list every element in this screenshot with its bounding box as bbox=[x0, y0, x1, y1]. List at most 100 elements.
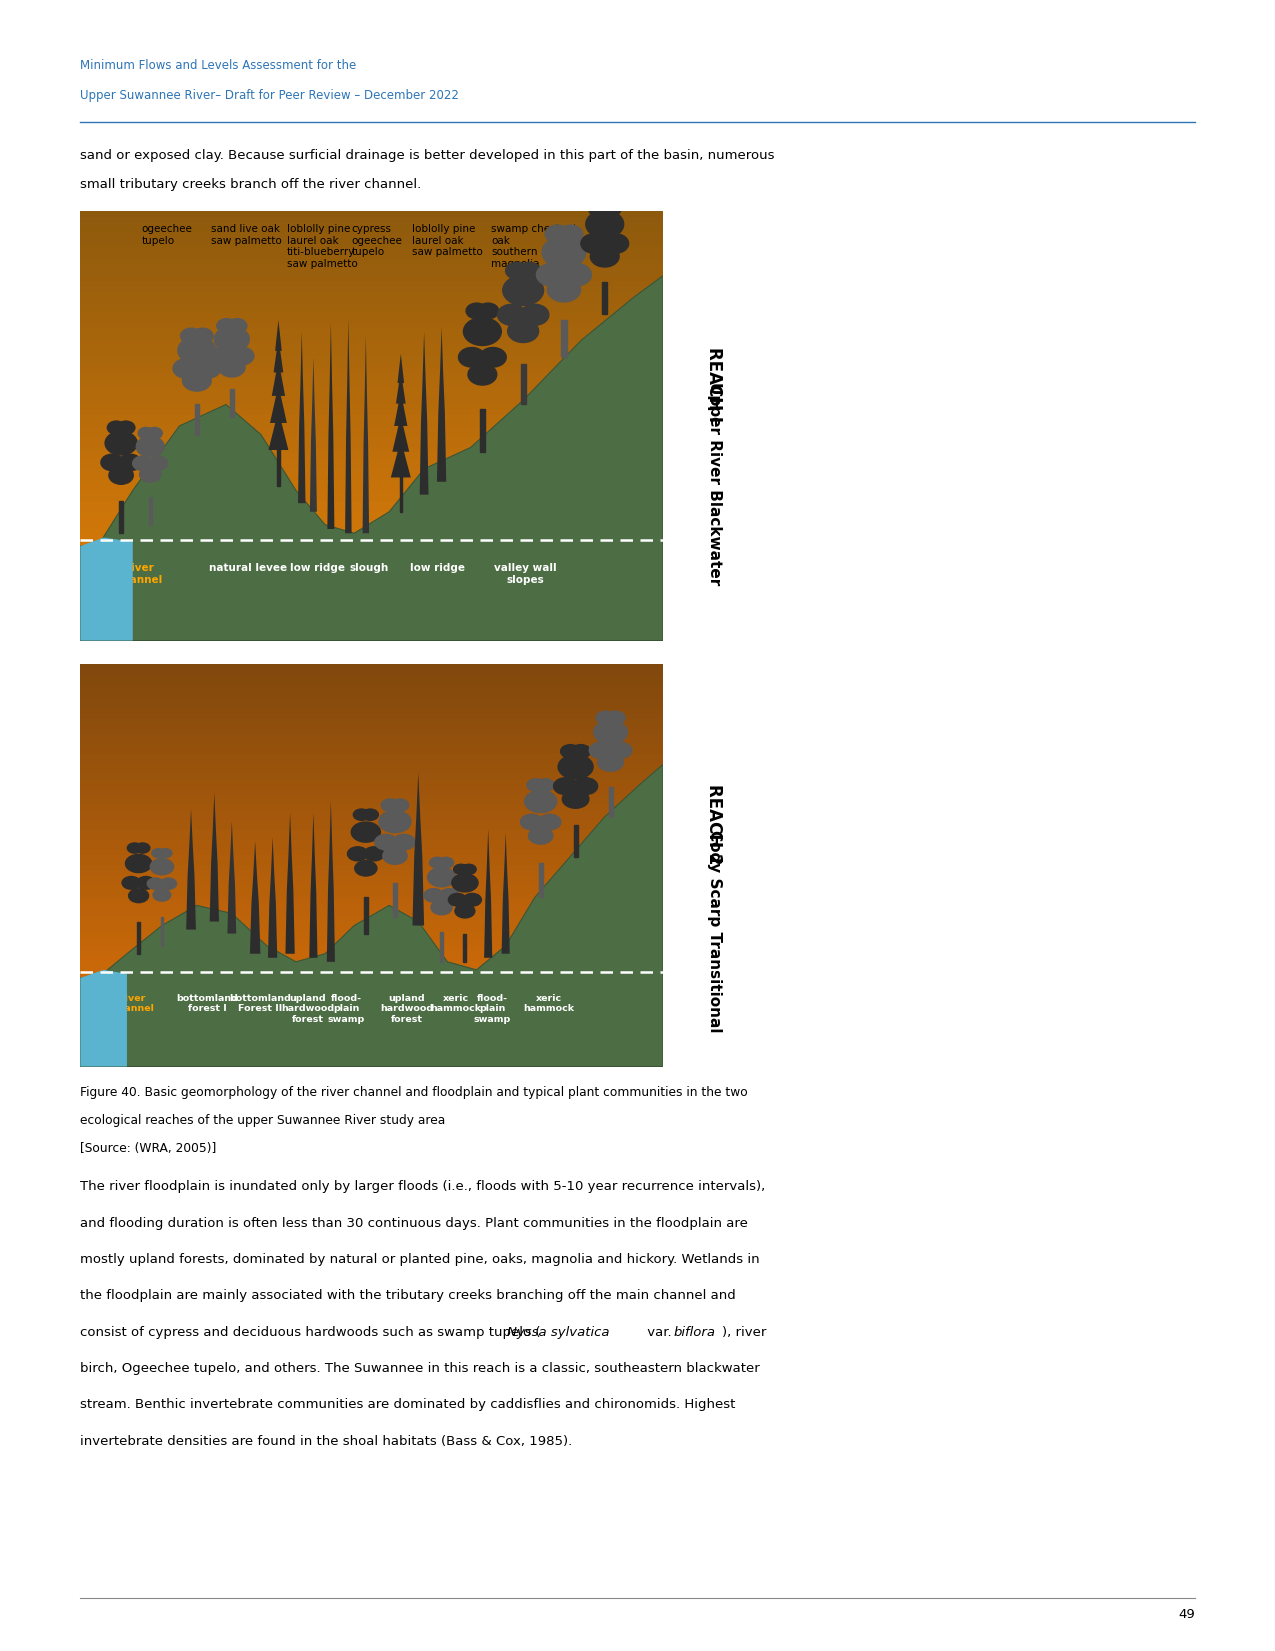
Bar bbox=[80, 555, 663, 560]
Text: loblolly pine
laurel oak
saw palmetto: loblolly pine laurel oak saw palmetto bbox=[412, 225, 483, 258]
Text: sand or exposed clay. Because surficial drainage is better developed in this par: sand or exposed clay. Because surficial … bbox=[80, 149, 775, 162]
Text: mostly upland forests, dominated by natural or planted pine, oaks, magnolia and : mostly upland forests, dominated by natu… bbox=[80, 1253, 760, 1266]
Bar bbox=[80, 507, 663, 512]
Polygon shape bbox=[275, 320, 282, 350]
Bar bbox=[80, 603, 663, 609]
Bar bbox=[80, 830, 663, 835]
Text: low ridge: low ridge bbox=[409, 563, 464, 573]
Polygon shape bbox=[394, 391, 408, 426]
Text: river
channel: river channel bbox=[116, 563, 163, 584]
Bar bbox=[80, 452, 663, 457]
Bar bbox=[80, 850, 663, 855]
Bar bbox=[80, 759, 663, 764]
Bar bbox=[561, 320, 566, 357]
Bar bbox=[80, 821, 663, 826]
Bar bbox=[136, 921, 140, 954]
Text: birch, Ogeechee tupelo, and others. The Suwannee in this reach is a classic, sou: birch, Ogeechee tupelo, and others. The … bbox=[80, 1362, 760, 1375]
Circle shape bbox=[194, 358, 221, 378]
Bar bbox=[80, 512, 663, 517]
Circle shape bbox=[179, 337, 215, 365]
Bar bbox=[80, 223, 663, 228]
Circle shape bbox=[150, 859, 173, 875]
Text: bottomland
Forest II: bottomland Forest II bbox=[230, 994, 291, 1014]
Polygon shape bbox=[268, 837, 277, 958]
Bar bbox=[80, 971, 663, 976]
Circle shape bbox=[159, 849, 172, 859]
Bar bbox=[80, 1062, 663, 1067]
Polygon shape bbox=[310, 812, 317, 958]
Bar bbox=[80, 636, 663, 641]
Bar bbox=[80, 447, 663, 452]
Bar bbox=[80, 624, 663, 631]
Circle shape bbox=[463, 893, 482, 906]
Bar bbox=[80, 340, 663, 345]
Bar bbox=[80, 373, 663, 378]
Circle shape bbox=[542, 236, 585, 267]
Bar bbox=[80, 378, 663, 383]
Bar bbox=[80, 740, 663, 745]
Bar bbox=[80, 981, 663, 986]
Bar bbox=[80, 459, 663, 464]
Bar bbox=[80, 895, 663, 900]
Bar bbox=[80, 684, 663, 688]
Bar bbox=[80, 1052, 663, 1057]
Bar bbox=[80, 474, 663, 480]
Circle shape bbox=[462, 863, 476, 875]
Circle shape bbox=[527, 779, 544, 791]
Bar bbox=[80, 693, 663, 698]
Bar bbox=[80, 538, 663, 545]
Bar bbox=[80, 517, 663, 522]
Bar bbox=[80, 679, 663, 684]
Text: REACH I: REACH I bbox=[705, 347, 723, 423]
Bar bbox=[80, 865, 663, 870]
Bar bbox=[80, 244, 663, 249]
Circle shape bbox=[497, 304, 527, 325]
Circle shape bbox=[138, 428, 154, 439]
Circle shape bbox=[467, 304, 487, 319]
Bar bbox=[80, 880, 663, 885]
Circle shape bbox=[153, 888, 171, 901]
Bar bbox=[80, 588, 663, 593]
Text: cypress
ogeechee
tupelo: cypress ogeechee tupelo bbox=[352, 225, 402, 258]
Circle shape bbox=[136, 436, 164, 457]
Bar bbox=[80, 352, 663, 357]
Bar bbox=[80, 977, 663, 1067]
Circle shape bbox=[214, 327, 250, 352]
Bar bbox=[80, 951, 663, 956]
Text: small tributary creeks branch off the river channel.: small tributary creeks branch off the ri… bbox=[80, 178, 422, 192]
Bar bbox=[80, 490, 663, 495]
Text: consist of cypress and deciduous hardwoods such as swamp tupelo (: consist of cypress and deciduous hardwoo… bbox=[80, 1326, 541, 1339]
Circle shape bbox=[148, 456, 168, 471]
Bar bbox=[80, 480, 663, 485]
Bar bbox=[80, 900, 663, 905]
Text: natural levee: natural levee bbox=[209, 563, 287, 573]
Bar bbox=[80, 720, 663, 725]
Bar bbox=[80, 357, 663, 362]
Bar bbox=[80, 485, 663, 490]
Bar bbox=[80, 910, 663, 915]
Circle shape bbox=[140, 467, 161, 482]
Circle shape bbox=[437, 857, 454, 868]
Bar bbox=[80, 362, 663, 367]
Text: REACH 2: REACH 2 bbox=[705, 784, 723, 863]
Circle shape bbox=[506, 263, 528, 279]
Polygon shape bbox=[419, 332, 428, 495]
Text: and flooding duration is often less than 30 continuous days. Plant communities i: and flooding duration is often less than… bbox=[80, 1217, 748, 1230]
Bar bbox=[80, 708, 663, 715]
Bar bbox=[80, 1010, 663, 1017]
Circle shape bbox=[181, 329, 201, 343]
Bar bbox=[80, 593, 663, 598]
Circle shape bbox=[590, 246, 620, 267]
Bar bbox=[80, 383, 663, 388]
Circle shape bbox=[147, 428, 162, 439]
Text: The river floodplain is inundated only by larger floods (i.e., floods with 5-10 : The river floodplain is inundated only b… bbox=[80, 1180, 765, 1194]
Circle shape bbox=[217, 319, 236, 334]
Circle shape bbox=[431, 900, 453, 915]
Polygon shape bbox=[80, 969, 128, 1067]
Bar bbox=[80, 292, 663, 297]
Text: Nyssa sylvatica: Nyssa sylvatica bbox=[507, 1326, 609, 1339]
Circle shape bbox=[108, 466, 134, 484]
Bar bbox=[80, 404, 663, 409]
Text: Cody Scarp Transitional: Cody Scarp Transitional bbox=[706, 830, 722, 1032]
Bar bbox=[80, 400, 663, 404]
